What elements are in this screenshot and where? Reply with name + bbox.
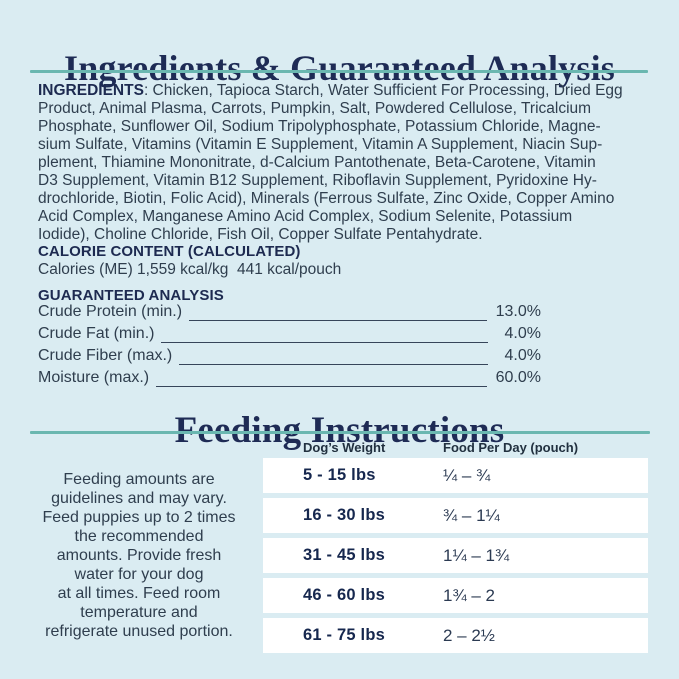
feeding-guidelines-note: Feeding amounts are guidelines and may v… [18, 470, 260, 641]
ingredients-line: Phosphate, Sunflower Oil, Sodium Tripoly… [38, 118, 601, 135]
ingredients-line: D3 Supplement, Vitamin B12 Supplement, R… [38, 172, 597, 189]
guaranteed-analysis-heading: GUARANTEED ANALYSIS [38, 287, 224, 304]
calorie-content-value: Calories (ME) 1,559 kcal/kg 441 kcal/pou… [38, 261, 342, 278]
guaranteed-analysis-row: Moisture (max.) 60.0% [38, 369, 541, 391]
analysis-label: Moisture (max.) [38, 369, 150, 386]
ingredients-section-title: Ingredients & Guaranteed Analysis [64, 48, 615, 89]
food-amount: 1¾ – 2 [443, 585, 495, 605]
analysis-value: 13.0% [495, 303, 541, 320]
leader-line [179, 364, 488, 365]
feeding-table-row: 16 - 30 lbs ¾ – 1¼ [263, 498, 648, 533]
note-line: the recommended [74, 528, 204, 545]
note-line: at all times. Feed room [57, 585, 221, 602]
leader-line [161, 342, 488, 343]
dog-weight-range: 5 - 15 lbs [303, 466, 376, 484]
ingredients-line: Acid Complex, Manganese Amino Acid Compl… [38, 208, 573, 225]
note-line: amounts. Provide fresh [56, 547, 222, 564]
analysis-value: 4.0% [504, 325, 541, 342]
calorie-content-heading: CALORIE CONTENT (CALCULATED) [38, 243, 301, 260]
ingredients-line-text: : Chicken, Tapioca Starch, Water Suffici… [143, 82, 623, 99]
note-line: temperature and [80, 604, 198, 621]
guaranteed-analysis-row: Crude Fat (min.) 4.0% [38, 325, 541, 347]
note-line: Feeding amounts are [63, 471, 215, 488]
dog-weight-range: 61 - 75 lbs [303, 626, 385, 644]
guaranteed-analysis-table: Crude Protein (min.) 13.0% Crude Fat (mi… [38, 303, 541, 391]
ingredients-line: drochloride, Biotin, Folic Acid), Minera… [38, 190, 615, 207]
guaranteed-analysis-row: Crude Fiber (max.) 4.0% [38, 347, 541, 369]
teal-divider-bottom [30, 431, 650, 434]
guaranteed-analysis-row: Crude Protein (min.) 13.0% [38, 303, 541, 325]
ingredients-line: Iodide), Choline Chloride, Fish Oil, Cop… [38, 226, 483, 243]
food-amount: 2 – 2½ [443, 625, 495, 645]
ingredients-line: INGREDIENTS: Chicken, Tapioca Starch, Wa… [38, 82, 652, 100]
dog-weight-range: 16 - 30 lbs [303, 506, 385, 524]
note-line: Feed puppies up to 2 times [42, 509, 236, 526]
note-line: refrigerate unused portion. [45, 623, 233, 640]
note-line: guidelines and may vary. [51, 490, 227, 507]
ingredients-line: plement, Thiamine Mononitrate, d-Calcium… [38, 154, 596, 171]
food-amount: ¾ – 1¼ [443, 505, 500, 525]
analysis-value: 60.0% [495, 369, 541, 386]
feeding-table-row: 46 - 60 lbs 1¾ – 2 [263, 578, 648, 613]
feeding-table: 5 - 15 lbs ¼ – ¾ 16 - 30 lbs ¾ – 1¼ 31 -… [263, 458, 648, 658]
analysis-label: Crude Protein (min.) [38, 303, 183, 320]
column-header-dogs-weight: Dog’s Weight [303, 440, 386, 455]
feeding-table-row: 61 - 75 lbs 2 – 2½ [263, 618, 648, 653]
analysis-label: Crude Fat (min.) [38, 325, 155, 342]
ingredients-label: INGREDIENTS [38, 82, 144, 99]
food-amount: ¼ – ¾ [443, 465, 491, 485]
column-header-food-per-day: Food Per Day (pouch) [443, 440, 579, 455]
leader-line [156, 386, 487, 387]
food-amount: 1¼ – 1¾ [443, 545, 510, 565]
dog-weight-range: 46 - 60 lbs [303, 586, 385, 604]
teal-divider-top [30, 70, 648, 73]
feeding-table-row: 31 - 45 lbs 1¼ – 1¾ [263, 538, 648, 573]
analysis-value: 4.0% [504, 347, 541, 364]
feeding-table-row: 5 - 15 lbs ¼ – ¾ [263, 458, 648, 493]
note-line: water for your dog [74, 566, 204, 583]
feeding-section-title: Feeding Instructions [174, 409, 505, 451]
ingredients-line: sium Sulfate, Vitamins (Vitamin E Supple… [38, 136, 603, 153]
ingredients-line: Product, Animal Plasma, Carrots, Pumpkin… [38, 100, 592, 117]
analysis-label: Crude Fiber (max.) [38, 347, 173, 364]
dog-weight-range: 31 - 45 lbs [303, 546, 385, 564]
leader-line [189, 320, 487, 321]
ingredients-paragraph: INGREDIENTS: Chicken, Tapioca Starch, Wa… [38, 82, 652, 244]
